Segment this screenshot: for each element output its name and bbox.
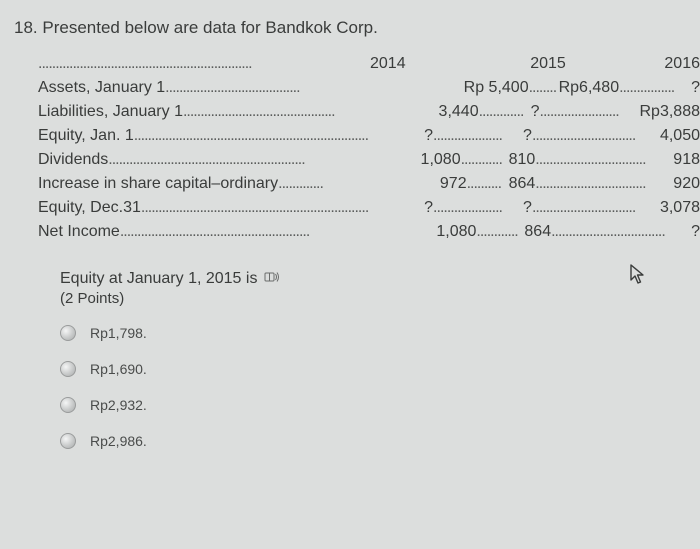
option-label: Rp2,932. xyxy=(90,397,147,413)
table-row: Increase in share capital–ordinary .....… xyxy=(38,172,700,196)
row-label: Equity, Jan. 1 xyxy=(38,124,134,148)
option-b[interactable]: Rp1,690. xyxy=(60,361,700,377)
year-2014: 2014 xyxy=(370,52,470,76)
year-2015: 2015 xyxy=(470,52,600,76)
radio-icon xyxy=(60,433,76,449)
row-label: Increase in share capital–ordinary xyxy=(38,172,278,196)
row-label: Liabilities, January 1 xyxy=(38,100,183,124)
cell: ? xyxy=(691,220,700,244)
year-header-row: ........................................… xyxy=(38,52,700,76)
row-label: Dividends xyxy=(38,148,108,172)
question-number: 18. xyxy=(14,18,38,37)
radio-icon xyxy=(60,325,76,341)
row-label: Net Income xyxy=(38,220,120,244)
cell: 918 xyxy=(673,148,700,172)
question-text: Equity at January 1, 2015 is xyxy=(60,270,700,288)
question-header: 18. Presented below are data for Bandkok… xyxy=(14,18,700,38)
radio-icon xyxy=(60,397,76,413)
table-row: Equity, Jan. 1 .........................… xyxy=(38,124,700,148)
cell: Rp3,888 xyxy=(640,100,700,124)
cell: 3,440 xyxy=(439,100,479,124)
cell: 920 xyxy=(673,172,700,196)
year-2016: 2016 xyxy=(600,52,700,76)
option-a[interactable]: Rp1,798. xyxy=(60,325,700,341)
question-intro: Presented below are data for Bandkok Cor… xyxy=(42,18,377,37)
option-c[interactable]: Rp2,932. xyxy=(60,397,700,413)
options-group: Rp1,798. Rp1,690. Rp2,932. Rp2,986. xyxy=(60,325,700,449)
cell: ? xyxy=(691,76,700,100)
cell: 3,078 xyxy=(660,196,700,220)
cell: 864 xyxy=(509,172,536,196)
cell: ? xyxy=(424,196,433,220)
cell: ? xyxy=(531,100,540,124)
cell: 864 xyxy=(524,220,551,244)
cell: ? xyxy=(523,196,532,220)
cell: 972 xyxy=(440,172,467,196)
cell: 810 xyxy=(509,148,536,172)
row-label: Equity, Dec.31 xyxy=(38,196,141,220)
cell: 4,050 xyxy=(660,124,700,148)
points-text: (2 Points) xyxy=(60,290,700,307)
option-label: Rp1,690. xyxy=(90,361,147,377)
cell: Rp 5,400 xyxy=(464,76,529,100)
table-row: Net Income .............................… xyxy=(38,220,700,244)
row-label: Assets, January 1 xyxy=(38,76,165,100)
question-text-label: Equity at January 1, 2015 is xyxy=(60,270,257,287)
option-d[interactable]: Rp2,986. xyxy=(60,433,700,449)
table-row: Dividends ..............................… xyxy=(38,148,700,172)
table-row: Liabilities, January 1 .................… xyxy=(38,100,700,124)
header-dots: ........................................… xyxy=(38,52,370,76)
immersive-reader-icon[interactable] xyxy=(264,270,280,284)
cell: 1,080 xyxy=(436,220,476,244)
table-row: Assets, January 1 ......................… xyxy=(38,76,700,100)
option-label: Rp1,798. xyxy=(90,325,147,341)
radio-icon xyxy=(60,361,76,377)
cell: 1,080 xyxy=(421,148,461,172)
option-label: Rp2,986. xyxy=(90,433,147,449)
cell: ? xyxy=(424,124,433,148)
data-table: ........................................… xyxy=(38,52,700,244)
cell: ? xyxy=(523,124,532,148)
cell: Rp6,480 xyxy=(559,76,620,100)
table-row: Equity, Dec.31 .........................… xyxy=(38,196,700,220)
